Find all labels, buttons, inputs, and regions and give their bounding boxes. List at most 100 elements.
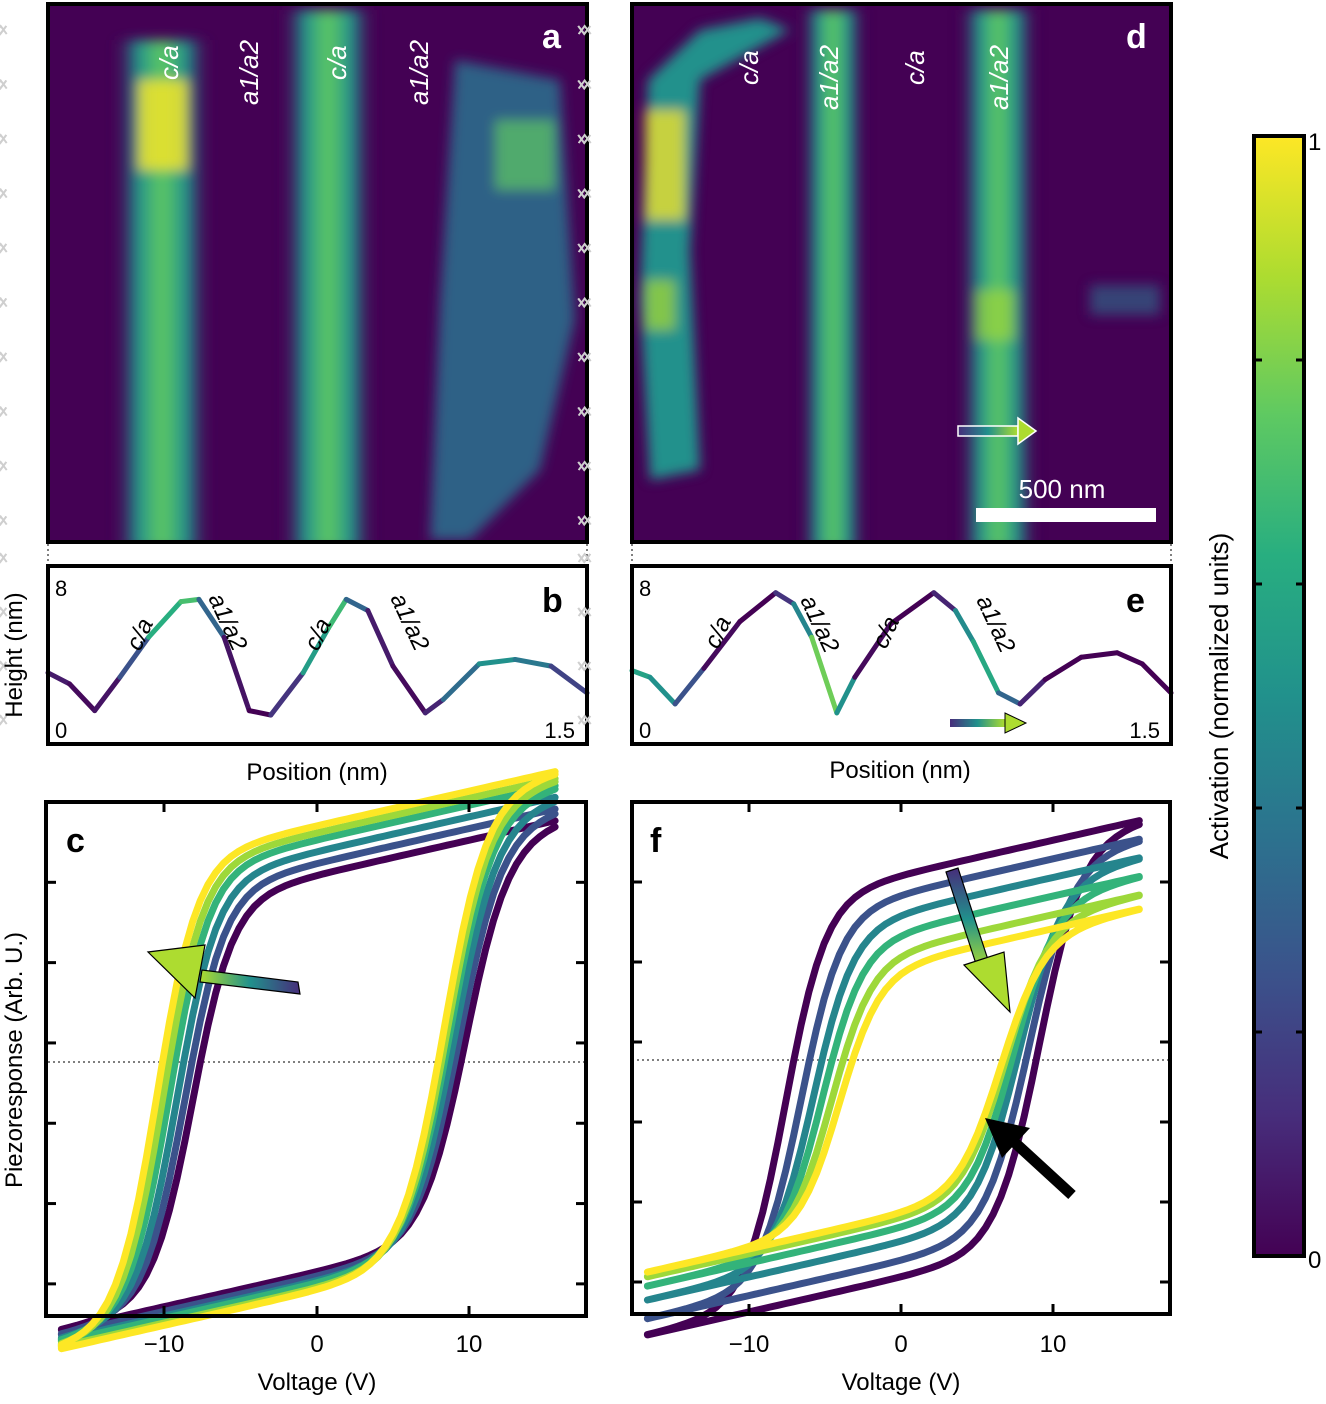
map-d-chevron-icon — [578, 133, 592, 144]
profile-e-ymax: 8 — [639, 576, 651, 601]
profile-b-chevron-icon — [0, 607, 8, 618]
panel-d-domain-labels: c/a a1/a2 c/a a1/a2 — [734, 44, 1014, 110]
map-d-chevron-icon — [577, 297, 592, 308]
panel-c-frame — [44, 800, 588, 1318]
loop-c-activation-arrow — [146, 944, 301, 1000]
loop-f-series-5 — [643, 891, 1143, 1281]
map-a-chevron-icon — [0, 351, 8, 362]
profile-b-ymax: 8 — [55, 576, 67, 601]
map-d-chevron-icon — [578, 297, 592, 308]
map-d-label-1: c/a — [734, 50, 764, 85]
map-a-label-1: c/a — [154, 45, 184, 80]
loop-c-ylabel: Piezoresponse (Arb. U.) — [1, 932, 28, 1188]
profile-e-segment — [791, 601, 815, 640]
profile-e-segment — [834, 674, 858, 716]
profile-b-label-1: c/a — [121, 614, 159, 654]
loop-f-series-4 — [643, 873, 1143, 1290]
panel-b-frame — [46, 564, 589, 746]
map-a-chevron-icon — [0, 461, 8, 472]
map-d-stripe-3 — [958, 10, 1038, 542]
panel-b-letter: b — [542, 582, 563, 620]
map-a-chevron-icon — [0, 460, 8, 471]
map-a-chevron-icon — [0, 79, 8, 90]
profile-e-segment — [629, 668, 653, 680]
profile-e-chevron-icon — [578, 660, 592, 671]
profile-b-segment — [196, 596, 227, 640]
scale-bar-label: 500 nm — [1019, 474, 1106, 504]
map-d-label-2: a1/a2 — [814, 44, 844, 110]
map-a-stripe-2 — [280, 10, 376, 542]
map-d-chevron-icon — [578, 460, 592, 471]
map-d-chevron-icon — [577, 25, 592, 36]
profile-e-chevrons — [577, 552, 592, 726]
profile-e-segment — [1017, 676, 1048, 707]
profile-b-segment — [178, 596, 202, 605]
profile-e-chevron-icon — [577, 715, 592, 726]
profile-e-line — [629, 590, 1174, 716]
profile-e-segment — [647, 674, 678, 707]
map-d-background — [632, 4, 1171, 542]
map-d-chevron-icon — [577, 188, 592, 199]
profile-e-segment — [931, 590, 958, 613]
map-a-chevron-icon — [0, 297, 8, 308]
profile-b-ymin: 0 — [55, 718, 67, 743]
profile-e-label-1: c/a — [699, 612, 737, 652]
panel-e-letter: e — [1126, 582, 1145, 620]
profile-e-chevron-icon — [577, 607, 592, 618]
panel-d-letter: d — [1126, 18, 1147, 56]
profile-e-segment — [809, 634, 840, 716]
map-d-hotspot-1 — [645, 110, 685, 220]
map-a-chevron-icon — [0, 242, 8, 253]
profile-e-segment — [737, 590, 779, 625]
profile-e-segment — [1139, 661, 1174, 696]
map-d-chevron-icon — [577, 461, 592, 472]
profile-e-chevron-icon — [578, 606, 592, 617]
profile-b-chevron-icon — [0, 661, 8, 672]
profile-b-segment — [365, 608, 396, 669]
loop-f-xtick-3: 10 — [1040, 1331, 1067, 1358]
map-a-chevron-icon — [0, 79, 8, 90]
profile-b-segment — [390, 663, 428, 716]
panel-e-frame — [630, 564, 1173, 746]
loop-f-series — [643, 817, 1143, 1339]
profile-b-segment — [422, 697, 446, 716]
loop-c-series-6 — [57, 768, 559, 1353]
profile-b-xmax: 1.5 — [544, 718, 575, 743]
map-d-chevron-icon — [578, 515, 592, 526]
panel-d-map — [632, 4, 1171, 542]
map-d-hotspot-3 — [975, 290, 1015, 340]
loop-f-series-1 — [643, 817, 1143, 1339]
profile-b-segment — [300, 625, 331, 676]
map-a-chevron-icon — [0, 188, 8, 199]
map-a-chevron-icon — [0, 134, 8, 145]
profile-b-chevron-icon — [0, 606, 8, 617]
map-d-chevron-icon — [578, 406, 592, 417]
profile-e-domain-labels: c/a a1/a2 c/a a1/a2 — [699, 591, 1020, 657]
panel-d-frame — [630, 2, 1173, 544]
profile-e-direction-arrow — [950, 712, 1028, 734]
loop-f-xtick-2: 0 — [894, 1331, 907, 1358]
colorbar-label: Activation (normalized units) — [1204, 533, 1234, 860]
profile-e-segment — [888, 590, 937, 627]
profile-b-label-4: a1/a2 — [385, 589, 435, 655]
colorbar — [1252, 134, 1306, 1258]
profile-b-ylabel: Height (nm) — [1, 592, 28, 717]
map-d-chevron-icon — [578, 351, 592, 362]
panel-a-domain-labels: c/a a1/a2 c/a a1/a2 — [154, 39, 434, 105]
colorbar-ticks — [1254, 358, 1304, 1034]
map-a-chevron-icon — [0, 243, 8, 254]
profile-b-segment — [512, 656, 554, 669]
map-d-chevron-icon — [577, 352, 592, 363]
profile-b-segment — [67, 681, 98, 714]
loop-f-series-2 — [643, 835, 1143, 1323]
profile-e-segment — [970, 639, 1002, 696]
profile-b-segment — [45, 670, 73, 687]
profile-b-segment — [548, 663, 590, 696]
profile-b-chevron-icon — [0, 714, 8, 725]
map-a-label-2: a1/a2 — [234, 39, 264, 105]
panel-f-frame — [630, 800, 1172, 1316]
panel-a-map — [48, 4, 587, 542]
profile-e-chevron-icon — [577, 553, 592, 564]
profile-b-chevron-icon — [0, 552, 8, 563]
